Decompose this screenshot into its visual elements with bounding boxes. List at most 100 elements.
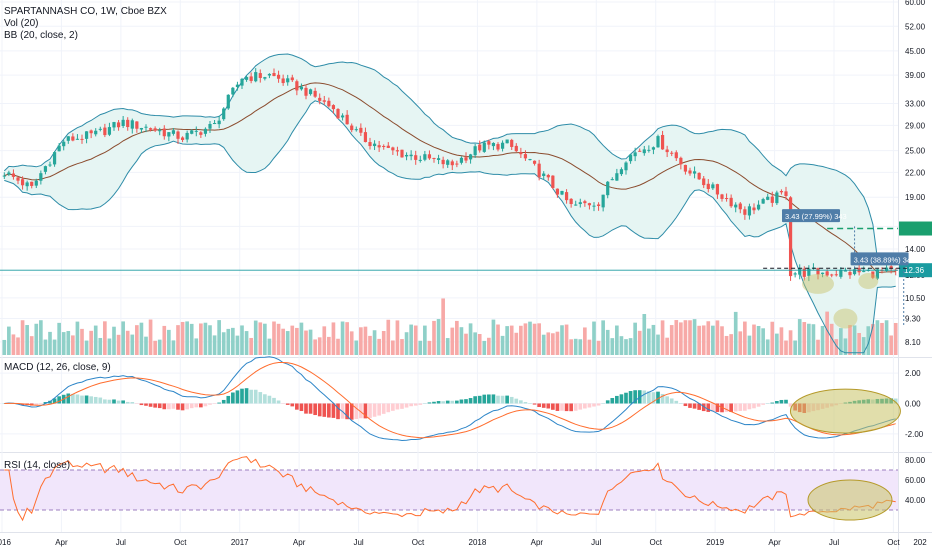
macd-histogram-bar [656,391,660,404]
macd-histogram-bar [473,396,477,404]
macd-histogram-bar [368,403,372,419]
macd-histogram-bar [665,396,669,404]
volume-bar [135,325,139,355]
candle-body [793,273,797,275]
candle-body [350,125,354,131]
volume-bar [89,330,93,355]
symbol-title[interactable]: SPARTANNASH CO, 1W, Cboe BZX [4,6,167,17]
volume-bar [317,337,322,355]
macd-histogram-bar [194,403,199,408]
candle-body [834,274,838,276]
candle-body [267,73,272,76]
candle-body [592,205,596,207]
volume-bar [48,331,52,355]
macd-histogram-bar [258,392,263,404]
volume-bar [199,323,203,355]
macd-histogram-bar [601,403,605,404]
macd-histogram-bar [729,403,733,413]
volume-bar [715,320,720,355]
volume-bar [267,338,272,355]
candle-body [610,179,614,181]
volume-bar [601,320,605,355]
volume-bar [25,325,29,355]
macd-histogram-bar [514,398,519,404]
macd-histogram-bar [505,395,509,404]
macd-legend[interactable]: MACD (12, 26, close, 9) [4,362,111,373]
candle-body [875,269,880,279]
volume-bar [363,326,368,355]
volume-bar [400,339,404,355]
macd-histogram-bar [189,403,194,409]
macd-histogram-bar [75,394,80,404]
candle-body [715,184,720,195]
candle-body [542,173,546,176]
macd-histogram-bar [34,403,39,406]
macd-histogram-bar [153,403,157,408]
time-axis-label: Apr [55,538,68,547]
candle-body [500,142,505,149]
candle-body [734,204,738,208]
candle-body [80,138,84,140]
bollinger-legend[interactable]: BB (20, close, 2) [4,30,78,41]
macd-histogram-bar [455,400,459,404]
macd-histogram-bar [249,389,253,404]
candle-body [505,139,509,144]
volume-bar [61,332,66,355]
macd-histogram-bar [295,403,299,410]
candle-body [638,150,642,152]
candle-body [665,149,669,153]
candle-body [62,141,66,147]
last-price-label: 12.36 [904,266,925,275]
volume-bar [683,320,688,355]
macd-histogram-bar [546,403,551,409]
volume-bar [468,323,473,355]
volume-bar [487,337,491,355]
candle-body [478,144,482,151]
volume-bar [436,319,441,355]
volume-bar [409,324,413,355]
macd-histogram-bar [116,400,121,404]
candle-body [628,154,633,162]
macd-histogram-bar [313,403,317,416]
candle-body [318,97,322,101]
macd-histogram-bar [157,403,162,409]
volume-bar [743,321,747,355]
rsi-legend[interactable]: RSI (14, close) [4,460,71,471]
volume-bar [130,334,135,355]
macd-histogram-bar [715,403,720,412]
macd-histogram-bar [89,396,93,404]
macd-histogram-bar [418,403,423,405]
macd-histogram-bar [605,400,610,404]
volume-bar [80,328,84,355]
volume-bar [167,329,171,355]
macd-histogram-bar [528,403,532,404]
volume-bar [71,335,75,355]
volume-legend[interactable]: Vol (20) [4,18,39,29]
candle-body [171,130,176,134]
candle-body [775,192,779,204]
macd-histogram-bar [477,395,482,404]
candle-body [368,142,372,147]
candle-body [720,194,724,199]
macd-histogram-bar [669,398,674,404]
macd-histogram-bar [491,394,496,404]
volume-bar [381,330,386,355]
volume-bar [509,325,514,355]
measure-box [850,252,909,266]
candle-body [528,159,532,161]
volume-bar [336,338,340,355]
candle-body [802,268,806,277]
candle-body [862,271,866,273]
candle-body [89,130,93,134]
candle-body [263,77,267,79]
rsi-axis-label: 60.00 [905,476,926,485]
volume-bar [665,337,669,355]
macd-histogram-bar [2,403,7,404]
volume-bar [541,334,546,355]
macd-histogram-bar [615,395,619,404]
candle-body [94,130,98,135]
volume-bar [39,320,43,355]
macd-histogram-bar [349,403,354,420]
